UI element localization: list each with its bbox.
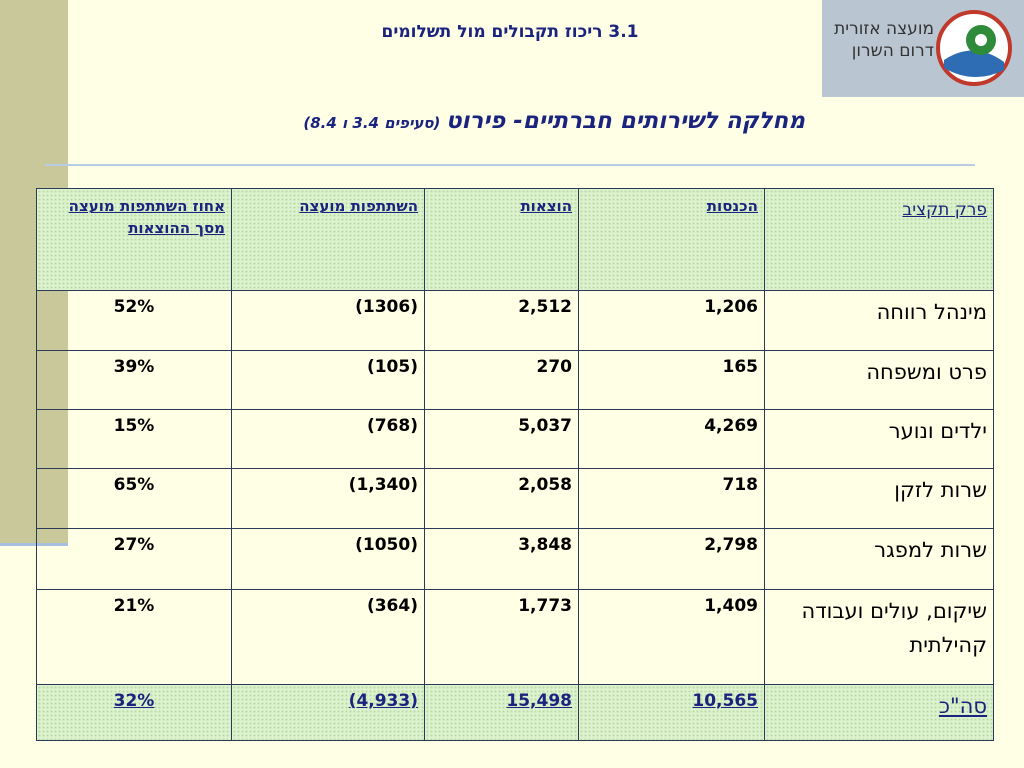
logo-line: דרום השרון — [851, 41, 934, 61]
row-label: שרות לזקן — [764, 468, 994, 529]
cell: 1,206 — [578, 290, 765, 351]
cell: 15% — [36, 409, 232, 469]
cell: 39% — [36, 350, 232, 410]
cell: (1050) — [231, 528, 425, 590]
logo-emblem — [936, 10, 1012, 86]
cell: 718 — [578, 468, 765, 529]
cell: 52% — [36, 290, 232, 351]
table-row: מינהל רווחה 1,206 2,512 (1306) 52% — [36, 290, 994, 351]
row-label: שיקום, עולים ועבודה קהילתית — [764, 589, 994, 685]
cell: 65% — [36, 468, 232, 529]
cell: 10,565 — [578, 684, 765, 741]
cell: 2,058 — [424, 468, 579, 529]
table-row: סה"כ 10,565 15,498 (4,933) 32% — [36, 684, 994, 741]
divider — [45, 164, 975, 166]
table-row: פרק תקציב הכנסות הוצאות השתתפות מועצה אחוז ה… — [36, 188, 994, 291]
row-label: שרות למפגר — [764, 528, 994, 590]
cell: הכנסות — [578, 188, 765, 291]
table-row: שיקום, עולים ועבודה קהילתית 1,409 1,773 (36… — [36, 589, 994, 685]
cell: (4,933) — [231, 684, 425, 741]
cell: 32% — [36, 684, 232, 741]
row-label: פרק תקציב — [764, 188, 994, 291]
cell: 2,798 — [578, 528, 765, 590]
row-label: סה"כ — [764, 684, 994, 741]
cell: (1306) — [231, 290, 425, 351]
cell: (1,340) — [231, 468, 425, 529]
cell: 15,498 — [424, 684, 579, 741]
logo-text: מועצה אזורית דרום השרון — [834, 18, 934, 62]
logo: מועצה אזורית דרום השרון — [822, 0, 1024, 97]
table: פרק תקציב הכנסות הוצאות השתתפות מועצה אחוז ה… — [36, 188, 994, 741]
table-row: ילדים ונוער 4,269 5,037 (768) 15% — [36, 409, 994, 469]
cell: השתתפות מועצה — [231, 188, 425, 291]
cell: (364) — [231, 589, 425, 685]
row-label: מינהל רווחה — [764, 290, 994, 351]
cell: 2,512 — [424, 290, 579, 351]
cell: (105) — [231, 350, 425, 410]
cell: 270 — [424, 350, 579, 410]
cell: (768) — [231, 409, 425, 469]
row-label: פרט ומשפחה — [764, 350, 994, 410]
cell: 4,269 — [578, 409, 765, 469]
cell: 165 — [578, 350, 765, 410]
cell: הוצאות — [424, 188, 579, 291]
logo-line: מועצה אזורית — [834, 19, 934, 39]
section-title: 3.1 ריכוז תקבולים מול תשלומים — [381, 22, 639, 42]
cell: 27% — [36, 528, 232, 590]
cell: 21% — [36, 589, 232, 685]
table-row: שרות לזקן 718 2,058 (1,340) 65% — [36, 468, 994, 529]
title-main: מחלקה לשירותים חברתיים- פירוט — [445, 108, 805, 134]
cell: 1,773 — [424, 589, 579, 685]
cell: 5,037 — [424, 409, 579, 469]
title-note: (סעיפים 3.4 ו 8.4) — [303, 114, 441, 132]
cell: 3,848 — [424, 528, 579, 590]
cell: אחוז השתתפות מועצה מסך ההוצאות — [36, 188, 232, 291]
row-label: ילדים ונוער — [764, 409, 994, 469]
table-row: שרות למפגר 2,798 3,848 (1050) 27% — [36, 528, 994, 590]
slide-title: מחלקה לשירותים חברתיים- פירוט (סעיפים 3.… — [303, 108, 805, 134]
cell: 1,409 — [578, 589, 765, 685]
table-row: פרט ומשפחה 165 270 (105) 39% — [36, 350, 994, 410]
